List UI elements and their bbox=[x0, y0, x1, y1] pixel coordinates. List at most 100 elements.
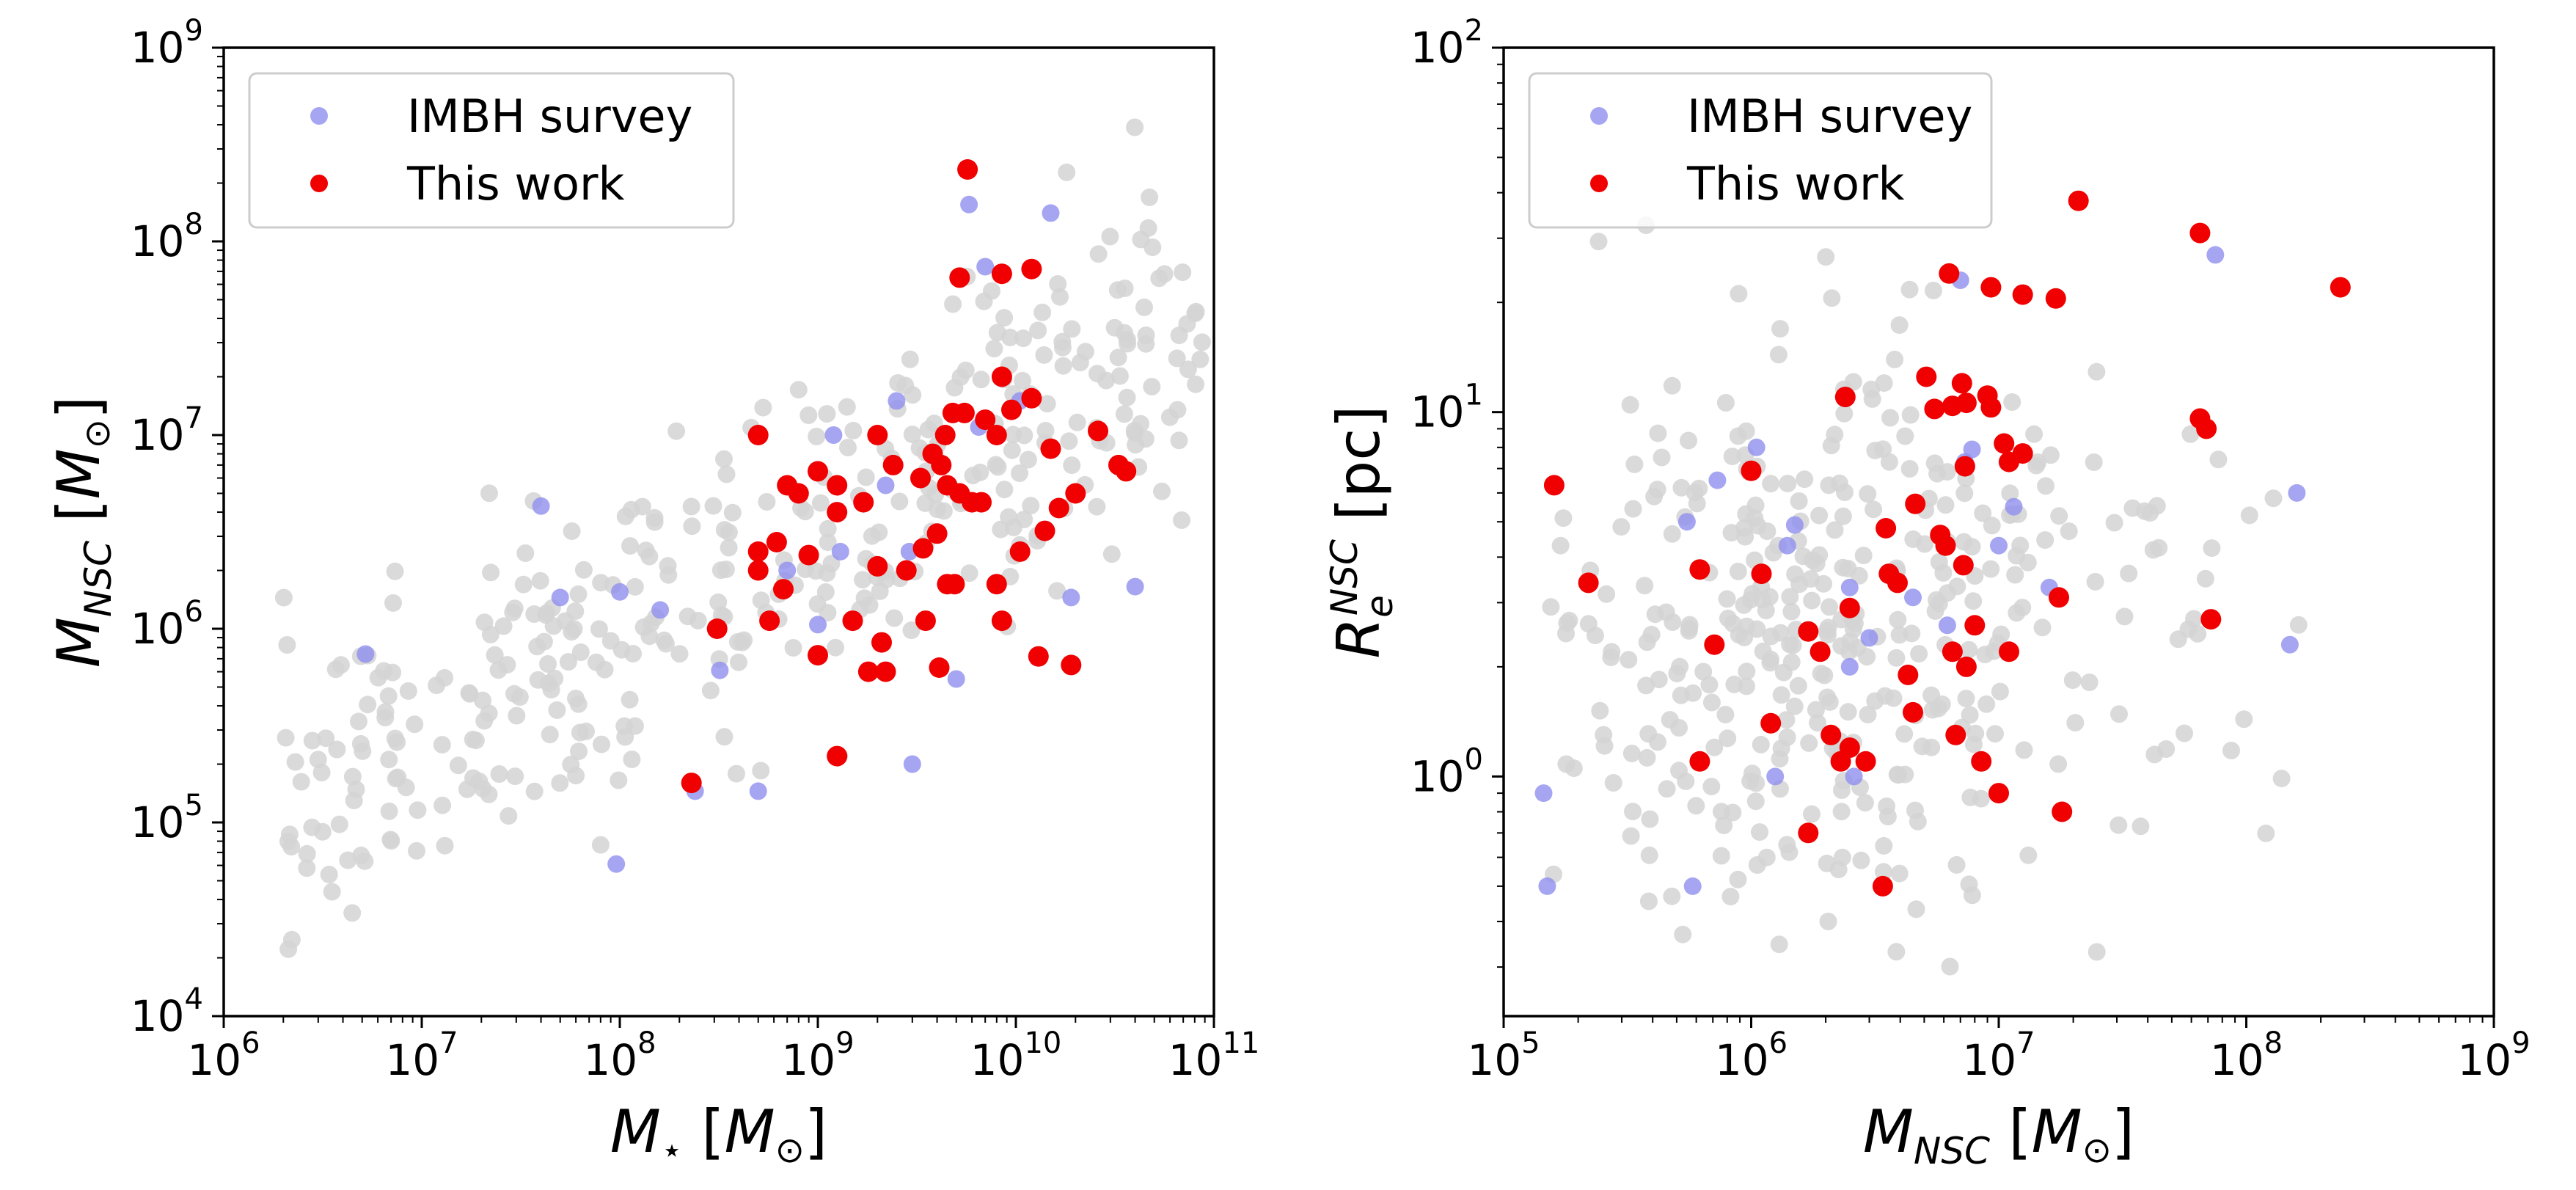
background-point bbox=[529, 671, 547, 689]
background-point bbox=[570, 742, 588, 761]
this-work-point bbox=[827, 475, 848, 496]
background-point bbox=[2123, 499, 2142, 517]
background-point bbox=[1624, 500, 1642, 518]
background-point bbox=[498, 656, 516, 674]
background-point bbox=[728, 764, 745, 783]
imbh-survey-point bbox=[877, 476, 895, 494]
imbh-survey-point bbox=[1708, 471, 1727, 489]
background-point bbox=[1832, 637, 1851, 655]
background-point bbox=[1866, 692, 1884, 710]
background-point bbox=[2011, 536, 2030, 555]
background-point bbox=[1976, 646, 1994, 664]
background-point bbox=[1625, 455, 1644, 473]
background-point bbox=[350, 712, 367, 731]
background-point bbox=[1743, 764, 1761, 783]
background-point bbox=[863, 527, 881, 545]
background-point bbox=[1636, 577, 1654, 595]
this-work-point bbox=[1953, 555, 1974, 576]
background-point bbox=[345, 792, 363, 810]
this-work-point bbox=[1689, 751, 1710, 772]
background-point bbox=[995, 309, 1014, 327]
background-point bbox=[944, 295, 962, 313]
background-point bbox=[1663, 376, 1681, 395]
background-point bbox=[277, 729, 295, 747]
this-work-point bbox=[853, 492, 874, 513]
this-work-point bbox=[1021, 387, 1042, 409]
background-point bbox=[1598, 585, 1616, 603]
x-tick-label: 108 bbox=[583, 1026, 656, 1085]
background-point bbox=[381, 831, 400, 849]
background-point bbox=[408, 842, 425, 860]
background-point bbox=[2003, 393, 2021, 411]
background-point bbox=[285, 1088, 302, 1106]
y-tick-label: 101 bbox=[1410, 379, 1483, 437]
this-work-point bbox=[1001, 399, 1022, 420]
background-point bbox=[464, 769, 482, 787]
this-work-point bbox=[1741, 460, 1762, 481]
this-work-point bbox=[759, 610, 780, 632]
background-point bbox=[1110, 367, 1129, 385]
background-point bbox=[1716, 394, 1735, 412]
this-work-point bbox=[882, 454, 904, 475]
background-point bbox=[1924, 282, 1942, 299]
background-point bbox=[659, 566, 678, 584]
background-point bbox=[811, 494, 830, 512]
background-point bbox=[1622, 827, 1640, 845]
legend: IMBH survey This work bbox=[1528, 72, 1993, 229]
legend-marker bbox=[1590, 107, 1608, 125]
background-point bbox=[2145, 745, 2164, 764]
background-point bbox=[1784, 636, 1802, 654]
background-point bbox=[1051, 288, 1069, 306]
imbh-survey-point bbox=[607, 855, 626, 873]
background-point bbox=[317, 729, 335, 748]
background-point bbox=[1116, 280, 1134, 297]
background-point bbox=[1890, 864, 1909, 883]
background-point bbox=[1179, 360, 1197, 379]
background-point bbox=[1155, 265, 1174, 283]
background-point bbox=[1650, 671, 1668, 689]
imbh-survey-point bbox=[2280, 635, 2299, 654]
this-work-point bbox=[766, 532, 787, 552]
this-work-point bbox=[2196, 418, 2217, 439]
imbh-survey-point bbox=[1766, 767, 1785, 786]
background-point bbox=[1907, 900, 1925, 919]
panel-right-size-relation: 105 106 107 108 109 100 101 102 MNSC [M⊙] ReNSC [… bbox=[1323, 14, 2531, 1172]
background-point bbox=[2289, 616, 2308, 634]
background-point bbox=[1832, 803, 1851, 821]
background-point bbox=[1886, 351, 1904, 368]
background-point bbox=[1684, 684, 1702, 702]
background-point bbox=[1757, 602, 1775, 620]
background-point bbox=[1866, 442, 1884, 460]
background-point bbox=[752, 591, 770, 610]
background-point bbox=[1723, 448, 1741, 466]
background-point bbox=[2041, 446, 2060, 464]
legend-marker bbox=[310, 107, 328, 125]
x-tick-label: 107 bbox=[1962, 1026, 2035, 1085]
this-work-point bbox=[1994, 433, 2015, 454]
background-point bbox=[433, 796, 452, 814]
imbh-survey-point bbox=[1677, 513, 1696, 531]
background-point bbox=[409, 801, 427, 820]
imbh-survey-point bbox=[611, 583, 629, 601]
background-point bbox=[827, 638, 844, 657]
background-point bbox=[388, 733, 406, 751]
background-point bbox=[1746, 792, 1765, 811]
background-point bbox=[1649, 424, 1667, 442]
background-point bbox=[1887, 649, 1906, 667]
background-point bbox=[1895, 725, 1914, 743]
background-point bbox=[1818, 688, 1837, 707]
background-point bbox=[1887, 943, 1906, 961]
background-point bbox=[525, 782, 544, 800]
background-point bbox=[1770, 935, 1788, 954]
imbh-survey-point bbox=[2005, 497, 2023, 516]
background-point bbox=[2037, 477, 2054, 495]
background-point bbox=[1719, 609, 1737, 627]
background-point bbox=[896, 376, 915, 395]
background-point bbox=[1054, 357, 1072, 375]
background-point bbox=[1881, 409, 1899, 427]
background-point bbox=[590, 620, 608, 638]
background-point bbox=[1859, 706, 1877, 723]
background-point bbox=[563, 623, 581, 641]
background-point bbox=[2027, 456, 2046, 475]
y-tick-label: 102 bbox=[1410, 14, 1483, 73]
